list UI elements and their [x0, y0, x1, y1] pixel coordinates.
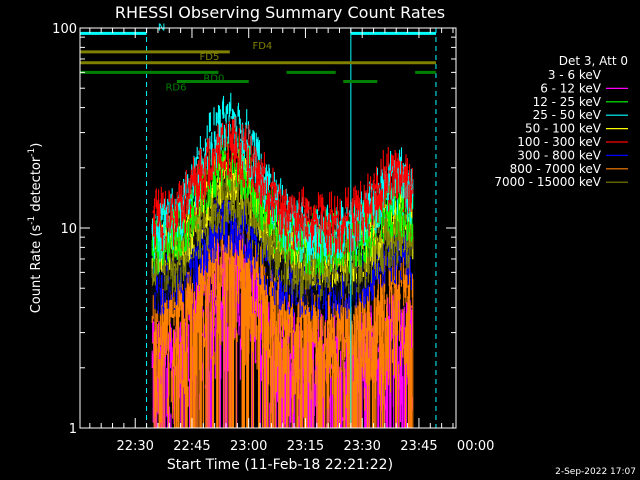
y-tick-label: 1 — [69, 422, 77, 437]
legend-label: 25 - 50 keV — [533, 108, 602, 122]
x-axis-label: Start Time (11-Feb-18 22:21:22) — [167, 457, 393, 473]
flag-label-fd4: FD4 — [252, 41, 272, 52]
x-tick-label: 00:00 — [457, 439, 494, 454]
legend-header: Det 3, Att 0 — [559, 54, 628, 68]
legend-label: 100 - 300 keV — [517, 135, 601, 149]
legend-label: 50 - 100 keV — [525, 122, 602, 136]
legend-label: 7000 - 15000 keV — [494, 175, 601, 189]
flag-label-rd0: RD0 — [203, 73, 224, 84]
x-tick-label: 22:45 — [173, 439, 210, 454]
x-tick-label: 22:30 — [116, 439, 153, 454]
x-tick-label: 23:15 — [287, 439, 324, 454]
footer-date: 2-Sep-2022 17:07 — [555, 467, 636, 477]
y-tick-label: 100 — [52, 22, 77, 37]
legend-label: 3 - 6 keV — [548, 68, 602, 82]
legend-label: 300 - 800 keV — [517, 148, 601, 162]
legend-label: 12 - 25 keV — [533, 95, 602, 109]
y-axis-label-main: Count Rate (s — [29, 225, 44, 314]
plot-area — [79, 28, 437, 428]
y-axis: 1 10 100 — [52, 22, 456, 437]
chart-title: RHESSI Observing Summary Count Rates — [115, 3, 445, 22]
x-tick-label: 23:45 — [400, 439, 437, 454]
legend-label: 800 - 7000 keV — [510, 162, 602, 176]
y-tick-label: 10 — [60, 222, 77, 237]
flag-label-fd5: FD5 — [200, 52, 220, 63]
y-axis-label-mid: detector — [29, 156, 44, 216]
legend-label: 6 - 12 keV — [540, 81, 602, 95]
x-tick-label: 23:00 — [230, 439, 267, 454]
x-axis: 22:30 22:45 23:00 23:15 23:30 23:45 00:00 — [89, 28, 494, 454]
flag-label-rd6: RD6 — [165, 83, 186, 94]
x-tick-label: 23:30 — [343, 439, 380, 454]
y-axis-label-end: ) — [29, 143, 44, 148]
y-axis-label-sup2: -1 — [27, 148, 37, 157]
y-axis-label-sup1: -1 — [27, 216, 37, 225]
y-axis-label: Count Rate (s-1 detector-1) — [27, 143, 44, 314]
